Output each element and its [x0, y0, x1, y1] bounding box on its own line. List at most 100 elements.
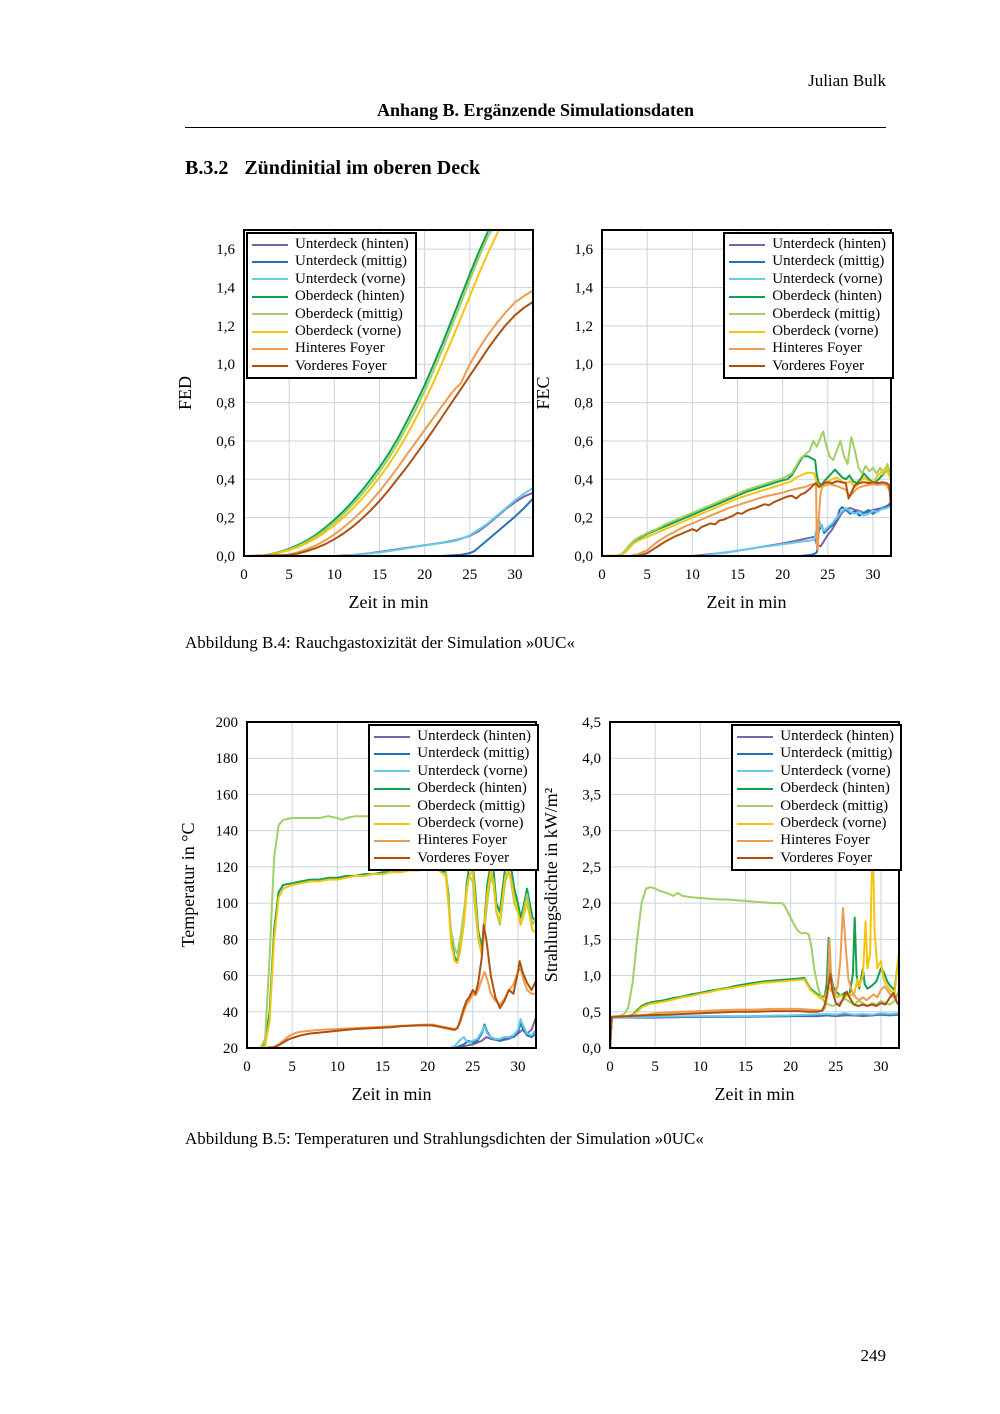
x-tick-label: 0	[240, 567, 248, 583]
legend-line-swatch	[737, 822, 774, 825]
legend-entry-unterdeck-mittig: Unterdeck (mittig)	[729, 253, 886, 270]
legend-label: Unterdeck (mittig)	[772, 253, 885, 270]
y-axis-title: FED	[176, 376, 195, 410]
y-tick-label: 1,4	[216, 281, 235, 297]
legend-entry-unterdeck-vorne: Unterdeck (vorne)	[374, 763, 531, 780]
x-tick-label: 15	[738, 1059, 753, 1075]
legend-entry-vorderes-foyer: Vorderes Foyer	[374, 850, 531, 867]
legend-label: Oberdeck (vorne)	[780, 814, 887, 831]
legend-entry-unterdeck-hinten: Unterdeck (hinten)	[252, 236, 409, 253]
series-unterdeck-mittig	[602, 501, 891, 556]
chart-temperatur: 20 40 60 80 100 120 140 160 180 200 0 5 10 15 20 25 30 Ze…	[179, 712, 544, 1112]
y-tick-label: 3,0	[582, 824, 601, 840]
legend-line-swatch	[252, 278, 288, 281]
legend-label: Unterdeck (vorne)	[772, 270, 883, 287]
legend-label: Oberdeck (vorne)	[417, 814, 524, 831]
legend-label: Vorderes Foyer	[417, 849, 510, 866]
y-axis-title: FEC	[534, 376, 553, 409]
series-unterdeck-hinten	[247, 1016, 536, 1048]
legend-label: Hinteres Foyer	[772, 340, 862, 357]
y-axis-title: Temperatur in °C	[179, 823, 198, 948]
series-oberdeck-vorne	[247, 865, 536, 1048]
y-tick-label: 80	[223, 932, 238, 948]
y-tick-label: 20	[223, 1041, 238, 1057]
y-tick-label: 1,6	[574, 242, 593, 258]
x-tick-labels: 0 5 10 15 20 25 30	[598, 567, 880, 583]
series-oberdeck-hinten	[247, 860, 536, 1048]
legend-entry-oberdeck-hinten: Oberdeck (hinten)	[252, 288, 409, 305]
y-tick-labels: 0,0 0,5 1,0 1,5 2,0 2,5 3,0 3,5 4,0 4,5	[582, 715, 601, 1057]
legend-label: Unterdeck (vorne)	[780, 762, 891, 779]
legend-line-swatch	[374, 770, 411, 773]
series-vorderes-foyer	[602, 480, 891, 556]
y-tick-label: 2,0	[582, 896, 601, 912]
series-oberdeck-mittig	[602, 430, 891, 556]
series-hinteres-foyer	[602, 483, 891, 556]
x-tick-label: 30	[865, 567, 880, 583]
legend-label: Unterdeck (mittig)	[780, 745, 893, 762]
y-tick-label: 1,5	[582, 932, 601, 948]
legend-entry-oberdeck-mittig: Oberdeck (mittig)	[252, 306, 409, 323]
x-tick-label: 0	[598, 567, 606, 583]
series-unterdeck-vorne	[244, 486, 533, 556]
y-tick-labels: 0,0 0,2 0,4 0,6 0,8 1,0 1,2 1,4 1,6	[216, 242, 235, 565]
series-oberdeck-mittig	[610, 886, 899, 1048]
legend-label: Oberdeck (mittig)	[417, 797, 526, 814]
x-tick-label: 10	[327, 567, 342, 583]
legend-label: Vorderes Foyer	[772, 357, 865, 374]
x-tick-label: 15	[730, 567, 745, 583]
legend-line-swatch	[729, 295, 766, 298]
section-number: B.3.2	[185, 157, 229, 179]
legend-entry-vorderes-foyer: Vorderes Foyer	[729, 358, 886, 375]
y-tick-label: 200	[216, 715, 239, 731]
legend-entry-hinteres-foyer: Hinteres Foyer	[737, 832, 894, 849]
x-tick-labels: 0 5 10 15 20 25 30	[243, 1059, 525, 1075]
legend-label: Hinteres Foyer	[417, 832, 507, 849]
figure-b5-caption: Abbildung B.5: Temperaturen und Strahlun…	[185, 1129, 704, 1148]
chart-legend: Unterdeck (hinten) Unterdeck (mittig) Unte…	[246, 232, 417, 380]
legend-line-swatch	[737, 787, 774, 790]
legend-entry-unterdeck-mittig: Unterdeck (mittig)	[374, 745, 531, 762]
legend-entry-unterdeck-vorne: Unterdeck (vorne)	[252, 271, 409, 288]
legend-label: Unterdeck (mittig)	[295, 253, 408, 270]
chart-legend: Unterdeck (hinten) Unterdeck (mittig) Unte…	[723, 232, 894, 380]
legend-line-swatch	[374, 735, 411, 738]
x-tick-label: 0	[606, 1059, 614, 1075]
x-tick-label: 20	[417, 567, 432, 583]
legend-line-swatch	[252, 313, 288, 316]
x-tick-label: 0	[243, 1059, 251, 1075]
y-tick-label: 140	[216, 824, 239, 840]
x-axis-title: Zeit in min	[707, 592, 787, 612]
legend-line-swatch	[737, 735, 774, 738]
legend-label: Oberdeck (mittig)	[295, 305, 403, 322]
legend-entry-oberdeck-vorne: Oberdeck (vorne)	[374, 815, 531, 832]
legend-entry-oberdeck-vorne: Oberdeck (vorne)	[729, 323, 886, 340]
legend-entry-unterdeck-hinten: Unterdeck (hinten)	[729, 236, 886, 253]
legend-line-swatch	[374, 805, 411, 808]
plot-border	[243, 229, 534, 557]
series-vorderes-foyer	[610, 973, 899, 1048]
chart-legend: Unterdeck (hinten) Unterdeck (mittig) Unte…	[368, 724, 539, 872]
x-tick-label: 30	[507, 567, 522, 583]
legend-label: Oberdeck (hinten)	[417, 780, 527, 797]
series-oberdeck-hinten	[610, 916, 899, 1048]
x-tick-label: 30	[510, 1059, 525, 1075]
series-vorderes-foyer	[247, 923, 536, 1048]
x-tick-label: 10	[685, 567, 700, 583]
y-tick-label: 1,6	[216, 242, 235, 258]
legend-line-swatch	[737, 805, 774, 808]
legend-entry-hinteres-foyer: Hinteres Foyer	[729, 340, 886, 357]
legend-line-swatch	[729, 243, 766, 246]
legend-line-swatch	[374, 787, 411, 790]
x-tick-label: 5	[285, 567, 293, 583]
y-tick-label: 60	[223, 969, 238, 985]
legend-entry-unterdeck-mittig: Unterdeck (mittig)	[737, 745, 894, 762]
y-tick-label: 0,4	[216, 472, 235, 488]
y-tick-label: 0,0	[582, 1041, 601, 1057]
plot-canvas: 0,0 0,2 0,4 0,6 0,8 1,0 1,2 1,4 1,6 0 5 10 15 20 25 30 Z…	[534, 229, 892, 612]
x-tick-label: 5	[651, 1059, 659, 1075]
legend-entry-unterdeck-hinten: Unterdeck (hinten)	[737, 728, 894, 745]
legend-line-swatch	[737, 857, 774, 860]
legend-entry-hinteres-foyer: Hinteres Foyer	[374, 832, 531, 849]
legend-label: Oberdeck (hinten)	[772, 288, 882, 305]
